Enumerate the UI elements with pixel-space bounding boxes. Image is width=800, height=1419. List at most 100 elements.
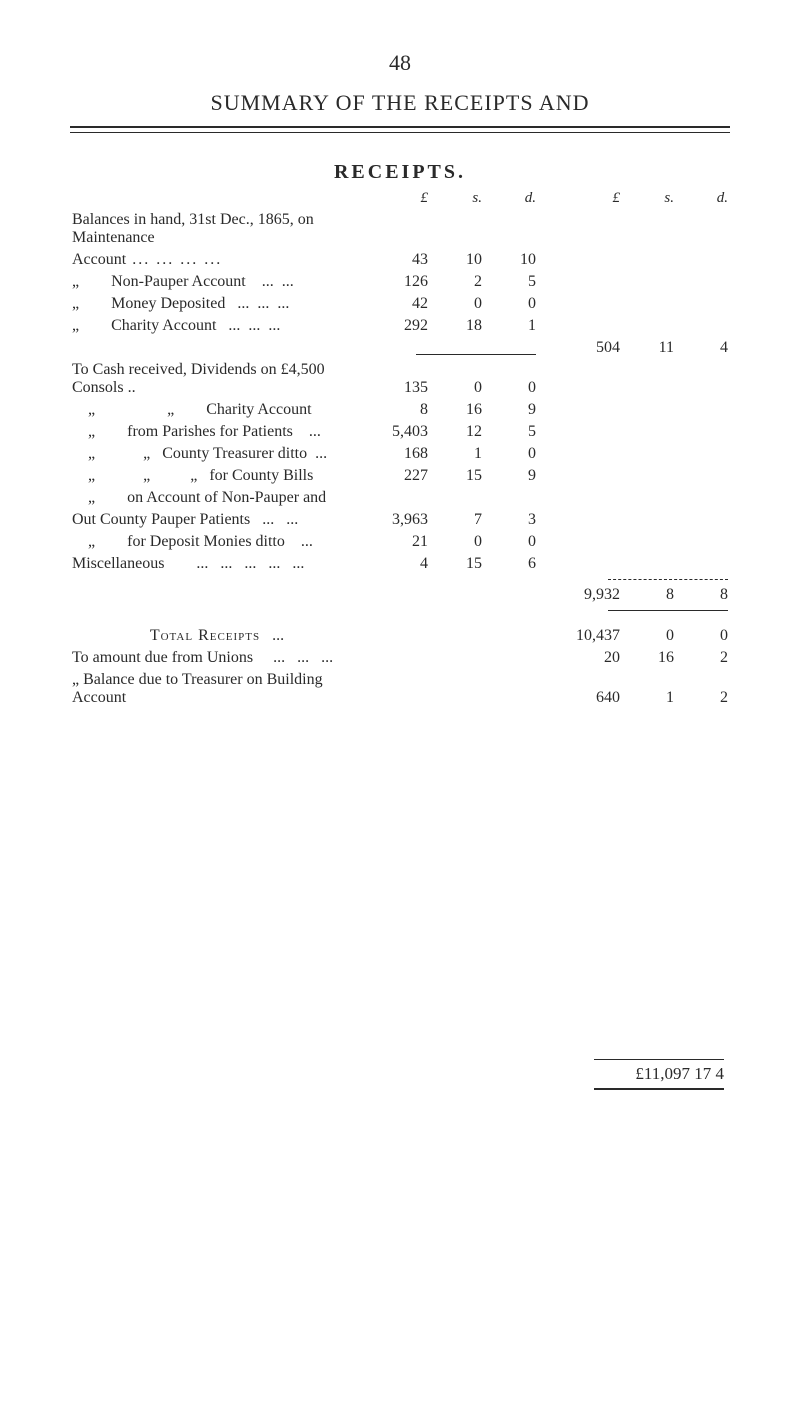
table-row: Total Receipts ... 10,437 0 0 [70, 625, 730, 647]
amt: 15 [430, 465, 484, 487]
subtotal-rule-row: 504 11 4 [70, 337, 730, 359]
amt: 7 [430, 509, 484, 531]
out-county-line: Out County Pauper Patients ... ... [70, 509, 364, 531]
amt: 9 [484, 465, 538, 487]
amt: 10 [484, 249, 538, 271]
lsd-d-1: d. [484, 188, 538, 209]
amt: 0 [430, 359, 484, 399]
misc-label: Miscellaneous [72, 555, 164, 572]
money-dep-line: „ Money Deposited ... ... ... [70, 293, 364, 315]
lsd-s-2: s. [622, 188, 676, 209]
amt: 43 [364, 249, 430, 271]
amount-due-label: To amount due from Unions [72, 649, 253, 666]
amt: 1 [622, 669, 676, 709]
amt: 12 [430, 421, 484, 443]
table-row: Miscellaneous ... ... ... ... ... 4 15 6 [70, 553, 730, 575]
subtotal-rule [608, 579, 728, 580]
footer-total: £11,097 17 4 [635, 1064, 724, 1083]
ditto-mark: „ [72, 273, 79, 290]
amt: 0 [484, 531, 538, 553]
amt: 8 [676, 584, 730, 606]
charity-acct-label: Charity Account [111, 317, 216, 334]
title-double-rule [70, 126, 730, 133]
on-account-line: „ on Account of Non-Pauper and [70, 487, 364, 509]
non-pauper-label: Non-Pauper Account [111, 273, 246, 290]
table-row: Out County Pauper Patients ... ... 3,963… [70, 509, 730, 531]
non-pauper-line: „ Non-Pauper Account ... ... [70, 271, 364, 293]
amt: 126 [364, 271, 430, 293]
amt: 504 [556, 337, 622, 359]
balance-due-line: „ Balance due to Treasurer on Building A… [70, 669, 364, 709]
table-row: „ „ Charity Account 8 16 9 [70, 399, 730, 421]
table-row: „ Money Deposited ... ... ... 42 0 0 [70, 293, 730, 315]
amt: 9 [484, 399, 538, 421]
county-bills-label: for County Bills [209, 467, 313, 484]
amt: 0 [622, 625, 676, 647]
amt: 0 [484, 443, 538, 465]
amt: 4 [364, 553, 430, 575]
amt: 8 [364, 399, 430, 421]
table-row: To amount due from Unions ... ... ... 20… [70, 647, 730, 669]
amt: 292 [364, 315, 430, 337]
subtotal-rule [608, 610, 728, 611]
table-row: 9,932 8 8 [70, 584, 730, 606]
amt: 3,963 [364, 509, 430, 531]
table-row: „ Non-Pauper Account ... ... 126 2 5 [70, 271, 730, 293]
from-parishes-label: from Parishes for Patients [127, 423, 293, 440]
amt: 10,437 [556, 625, 622, 647]
lsd-header-row: £ s. d. £ s. d. [70, 188, 730, 209]
charity-account-label2: Charity Account [206, 401, 311, 418]
table-row: „ „ County Treasurer ditto ... 168 1 0 [70, 443, 730, 465]
amt: 135 [364, 359, 430, 399]
for-deposit-line: „ for Deposit Monies ditto ... [70, 531, 364, 553]
cash-received-line: To Cash received, Dividends on £4,500 Co… [70, 359, 364, 399]
amt: 15 [430, 553, 484, 575]
amt: 0 [430, 293, 484, 315]
amt: 5 [484, 421, 538, 443]
balances-intro: Balances in hand, 31st Dec., 1865, on Ma… [70, 209, 364, 249]
amt: 0 [484, 359, 538, 399]
amt: 5 [484, 271, 538, 293]
county-bills-line: „ „ „ for County Bills [70, 465, 364, 487]
amt: 1 [484, 315, 538, 337]
amt: 3 [484, 509, 538, 531]
from-parishes-line: „ from Parishes for Patients ... [70, 421, 364, 443]
ditto-mark: „ [143, 467, 150, 484]
on-account-label: on Account of Non-Pauper and [127, 489, 326, 506]
ditto-mark: „ [88, 467, 95, 484]
amt: 42 [364, 293, 430, 315]
total-receipts-label: Total Receipts [150, 627, 260, 644]
ditto-mark: „ [88, 423, 95, 440]
amt: 21 [364, 531, 430, 553]
account-label: Account [72, 251, 126, 268]
ditto-mark: „ [88, 401, 95, 418]
lsd-l-2: £ [556, 188, 622, 209]
main-title: SUMMARY OF THE RECEIPTS AND [70, 90, 730, 116]
subtotal-rule [416, 354, 536, 355]
amt: 1 [430, 443, 484, 465]
charity-account-line2: „ „ Charity Account [70, 399, 364, 421]
ditto-mark: „ [88, 489, 95, 506]
ditto-mark: „ [190, 467, 197, 484]
amt: 640 [556, 669, 622, 709]
ditto-mark: „ [72, 295, 79, 312]
amt: 2 [430, 271, 484, 293]
table-row: „ „ „ for County Bills 227 15 9 [70, 465, 730, 487]
amt: 16 [430, 399, 484, 421]
table-row: Balances in hand, 31st Dec., 1865, on Ma… [70, 209, 730, 249]
rule-row [70, 606, 730, 615]
total-receipts-line: Total Receipts ... [70, 625, 364, 647]
amt: 0 [484, 293, 538, 315]
ditto-mark: „ [88, 533, 95, 550]
amt: 227 [364, 465, 430, 487]
ditto-mark: „ [88, 445, 95, 462]
account-line: Account [70, 249, 364, 271]
amt: 2 [676, 647, 730, 669]
amt: 168 [364, 443, 430, 465]
amt: 18 [430, 315, 484, 337]
charity-acct-line: „ Charity Account ... ... ... [70, 315, 364, 337]
lsd-s-1: s. [430, 188, 484, 209]
footer-total-block: £11,097 17 4 [70, 1059, 730, 1090]
table-row: „ Charity Account ... ... ... 292 18 1 [70, 315, 730, 337]
for-deposit-label: for Deposit Monies ditto [127, 533, 285, 550]
